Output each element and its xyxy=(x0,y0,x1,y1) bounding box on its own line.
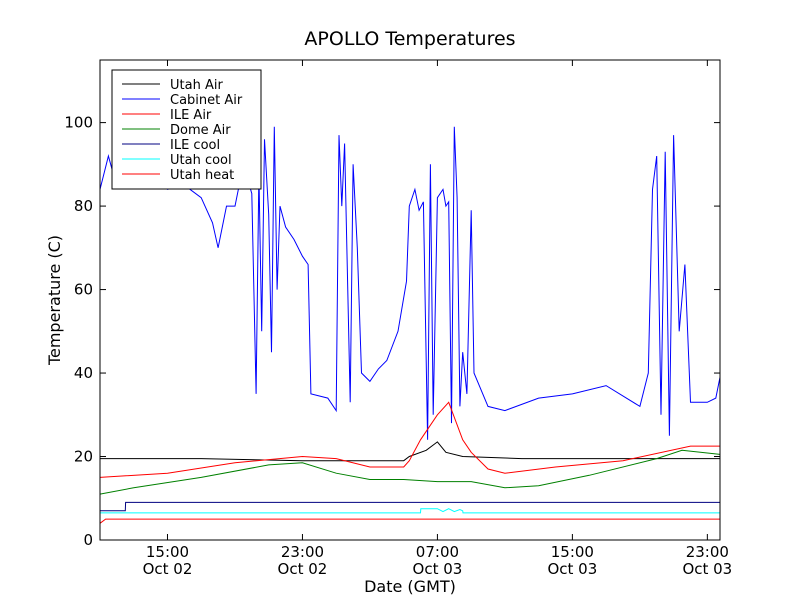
y-tick-label: 100 xyxy=(64,114,93,132)
legend-label-cabinet-air: Cabinet Air xyxy=(170,93,243,108)
x-tick-time-label: 07:00 xyxy=(416,543,459,561)
legend-label-utah-heat: Utah heat xyxy=(170,168,234,183)
x-tick-date-label: Oct 02 xyxy=(143,560,193,578)
x-tick-date-label: Oct 02 xyxy=(278,560,328,578)
series-line-utah-heat xyxy=(99,518,720,524)
x-tick-time-label: 23:00 xyxy=(686,543,729,561)
legend-label-utah-air: Utah Air xyxy=(170,78,223,93)
plot-frame xyxy=(99,59,721,541)
y-axis: 0 20 40 60 80 100 xyxy=(64,114,720,549)
series-line-ile-air xyxy=(99,401,720,478)
series-line-utah-cool xyxy=(100,508,720,514)
x-axis-label: Date (GMT) xyxy=(364,577,456,596)
x-tick-time-label: 15:00 xyxy=(551,543,594,561)
x-tick-time-label: 23:00 xyxy=(281,543,324,561)
legend-label-dome-air: Dome Air xyxy=(170,123,231,138)
x-tick-date-label: Oct 03 xyxy=(682,560,732,578)
series-line-utah-air xyxy=(100,441,720,462)
legend-label-ile-cool: ILE cool xyxy=(170,138,220,153)
legend-label-ile-air: ILE Air xyxy=(170,108,212,123)
y-tick-label: 80 xyxy=(74,197,93,215)
chart-title: APOLLO Temperatures xyxy=(304,28,515,50)
legend-label-utah-cool: Utah cool xyxy=(170,153,232,168)
y-axis-label: Temperature (C) xyxy=(45,235,64,366)
x-tick-date-label: Oct 03 xyxy=(413,560,463,578)
x-tick-date-label: Oct 03 xyxy=(547,560,597,578)
series-line-ile-cool xyxy=(100,501,720,512)
series-line-dome-air xyxy=(99,449,721,495)
y-tick-label: 60 xyxy=(74,281,93,299)
y-tick-label: 20 xyxy=(74,448,93,466)
y-tick-label: 40 xyxy=(74,364,93,382)
x-tick-time-label: 15:00 xyxy=(146,543,189,561)
y-tick-label: 0 xyxy=(83,531,93,549)
